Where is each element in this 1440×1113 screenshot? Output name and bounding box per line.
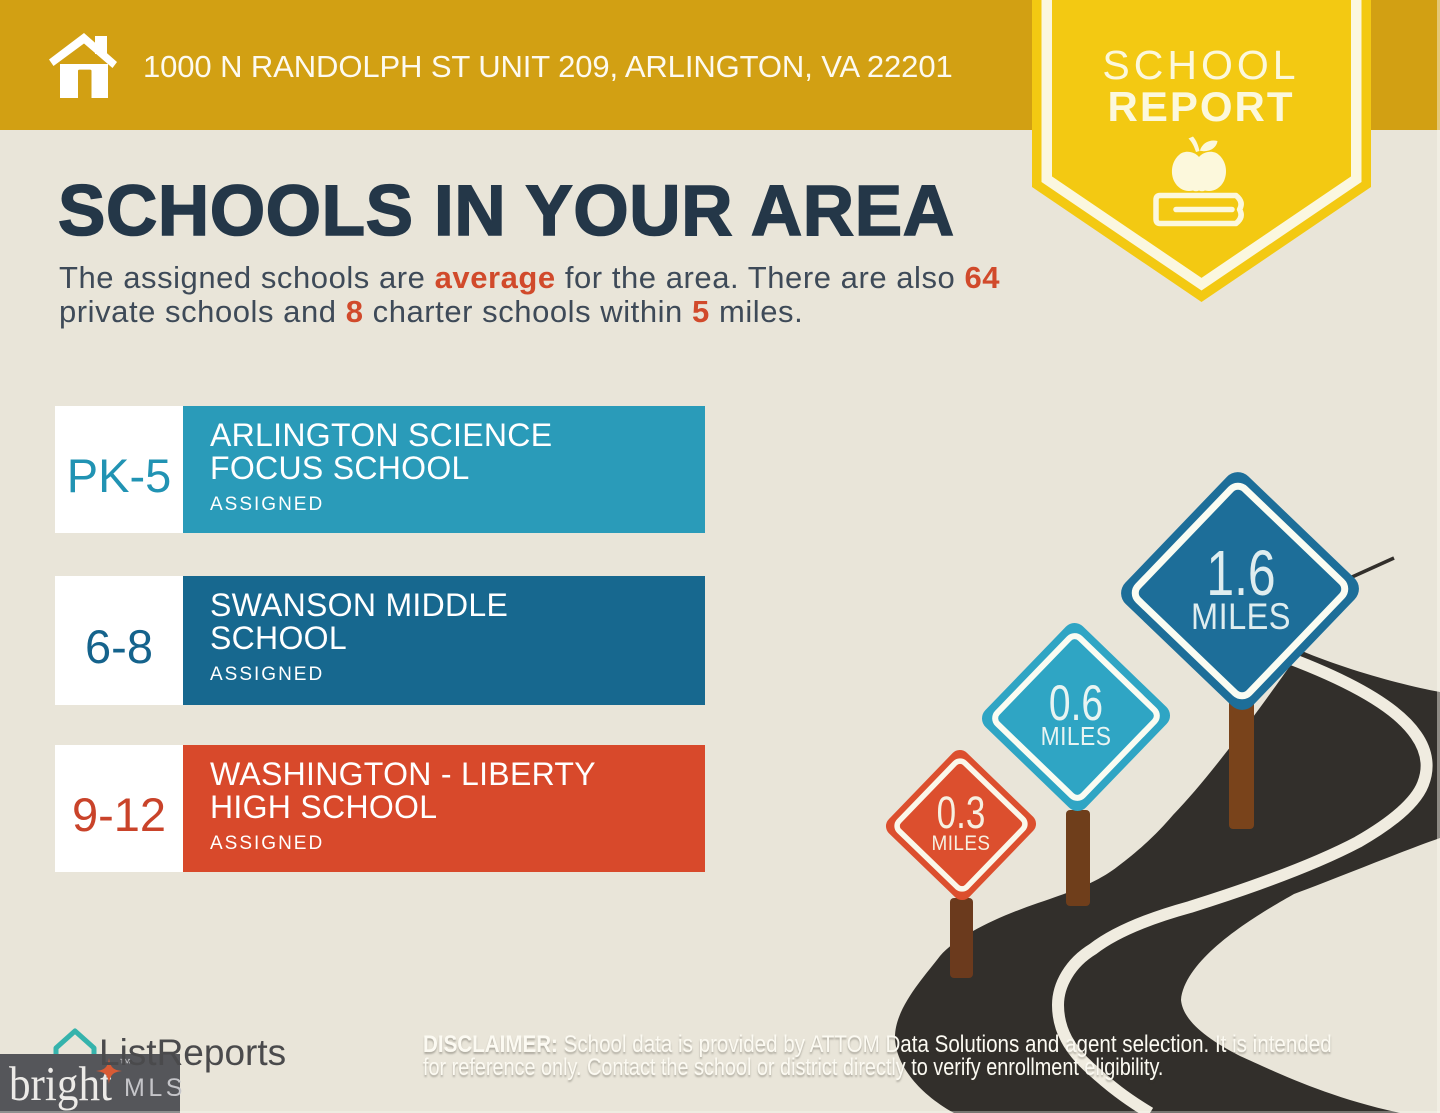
svg-text:REPORT: REPORT	[1107, 83, 1294, 130]
svg-text:MILES: MILES	[1191, 596, 1291, 637]
svg-text:MILES: MILES	[1041, 723, 1112, 752]
svg-text:0.3: 0.3	[937, 787, 986, 838]
svg-text:SCHOOL: SCHOOL	[1102, 42, 1299, 88]
svg-text:MILES: MILES	[932, 832, 991, 855]
svg-text:1.6: 1.6	[1206, 538, 1275, 609]
svg-text:0.6: 0.6	[1049, 674, 1103, 731]
